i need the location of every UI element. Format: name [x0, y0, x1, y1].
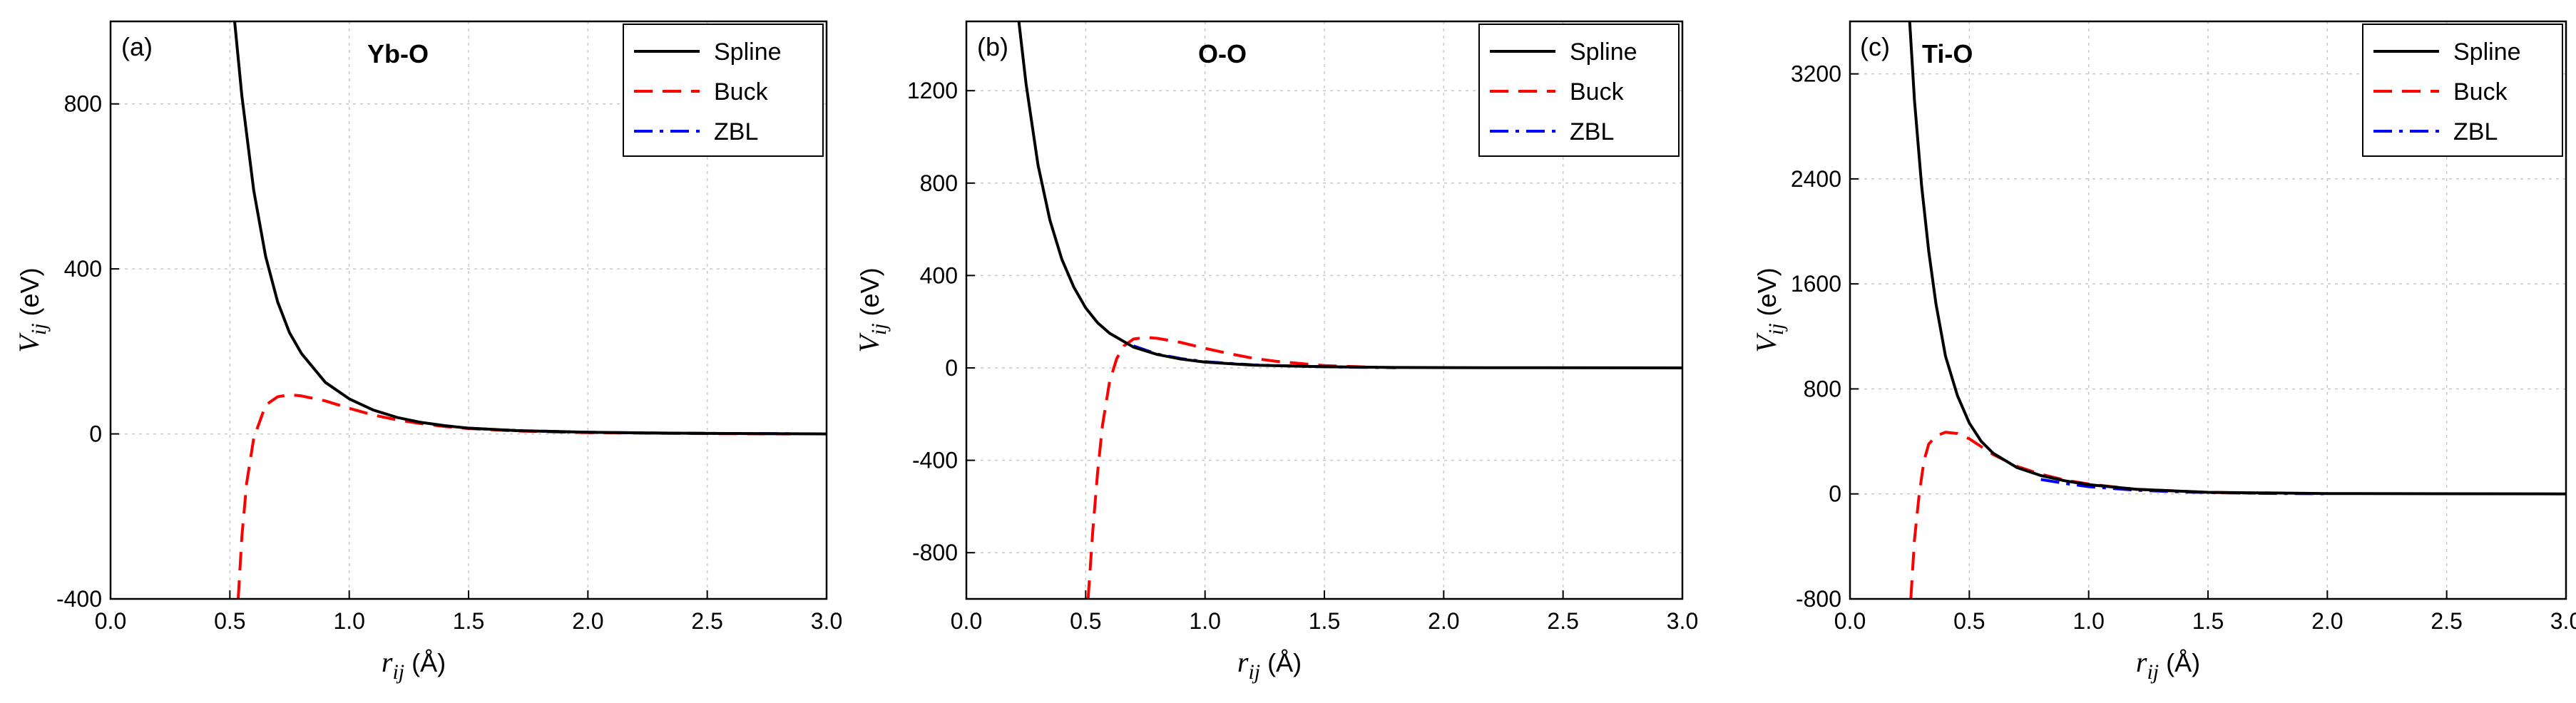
y-axis-label-sub: ij [27, 323, 51, 335]
x-axis-label-unit: (Å) [404, 648, 446, 677]
x-tick-label: 0.5 [1070, 608, 1101, 634]
panel-title: Yb-O [367, 39, 429, 68]
x-axis-label-sub: ij [2147, 660, 2159, 684]
x-tick-label: 1.5 [1309, 608, 1340, 634]
x-axis-label-sub: ij [392, 660, 404, 684]
x-tick-label: 0.5 [214, 608, 245, 634]
x-axis-label-unit: (Å) [2159, 648, 2200, 677]
series-line-buck [1086, 336, 1372, 599]
x-tick-label: 3.0 [1667, 608, 1698, 634]
y-tick-label: -400 [912, 448, 958, 473]
y-tick-label: 0 [89, 421, 102, 447]
y-axis-label-sub: ij [867, 323, 891, 335]
legend-label-spline: Spline [1570, 39, 1637, 66]
series-line-buck [1909, 431, 2256, 599]
y-axis-label: Vij (eV) [1750, 267, 1788, 352]
x-tick-label: 0.0 [95, 608, 126, 634]
x-tick-label: 2.0 [2311, 608, 2343, 634]
y-tick-label: 800 [920, 170, 958, 196]
legend-label-zbl: ZBL [2453, 118, 2498, 145]
y-axis-label-unit: (eV) [1752, 267, 1782, 323]
legend-label-buck: Buck [714, 78, 769, 106]
y-tick-label: 800 [1804, 376, 1841, 401]
chart-panel-c: 0.0 0.5 1.0 1.5 2.0 2.5 3.0 -800 0 800 1600 2400 320… [1750, 20, 2576, 684]
panel-letter: (c) [1860, 32, 1890, 61]
chart-panel-b: 0.0 0.5 1.0 1.5 2.0 2.5 3.0 -800 -400 0 400 800 1200… [853, 20, 1698, 684]
y-tick-label: 400 [920, 262, 958, 288]
y-axis-label-main: V [13, 332, 45, 353]
x-tick-label: 0.0 [951, 608, 982, 634]
x-tick-label: 2.5 [2431, 608, 2462, 634]
y-tick-label: 0 [945, 355, 958, 381]
chart-panel-a: 0.0 0.5 1.0 1.5 2.0 2.5 3.0 -400 0 400 800 (a) Yb-… [13, 20, 842, 684]
x-tick-label: 2.0 [1428, 608, 1459, 634]
y-axis-label-main: V [853, 332, 885, 353]
x-axis-label: rij (Å) [382, 646, 446, 684]
x-tick-label: 1.0 [1189, 608, 1220, 634]
y-tick-label: 400 [64, 256, 102, 282]
panel-letter: (a) [121, 32, 153, 61]
y-tick-label: 800 [64, 91, 102, 117]
y-tick-label: -400 [56, 586, 102, 612]
panel-letter: (b) [977, 32, 1008, 61]
y-axis-label-unit: (eV) [15, 267, 44, 323]
x-axis-label-main: r [1237, 646, 1249, 678]
x-tick-label: 0.0 [1834, 608, 1866, 634]
y-axis-label-unit: (eV) [855, 267, 884, 323]
x-tick-label: 0.5 [1953, 608, 1985, 634]
y-tick-label: -800 [1796, 586, 1841, 612]
legend-label-buck: Buck [1570, 78, 1625, 106]
x-axis-label-unit: (Å) [1260, 648, 1302, 677]
x-tick-label: 1.0 [2072, 608, 2104, 634]
y-tick-label: -800 [912, 540, 958, 565]
x-axis-label-main: r [2136, 646, 2147, 678]
legend-label-zbl: ZBL [1570, 118, 1614, 145]
panel-title: Ti-O [1922, 39, 1973, 68]
legend: Spline Buck ZBL [2362, 24, 2563, 157]
y-axis-label: Vij (eV) [13, 267, 51, 352]
y-tick-label: 1200 [907, 78, 958, 103]
y-tick-label: 2400 [1791, 166, 1841, 192]
x-axis-label: rij (Å) [1237, 646, 1302, 684]
series-line-spline [233, 21, 827, 436]
legend-label-zbl: ZBL [714, 118, 758, 145]
x-tick-label: 2.0 [572, 608, 603, 634]
series-line-buck [237, 393, 791, 599]
x-axis-label-sub: ij [1248, 660, 1260, 684]
x-tick-label: 3.0 [811, 608, 842, 634]
x-axis-label: rij (Å) [2136, 646, 2200, 684]
y-tick-label: 3200 [1791, 61, 1841, 87]
x-tick-label: 2.5 [1547, 608, 1578, 634]
y-tick-label: 0 [1829, 481, 1841, 507]
x-tick-label: 3.0 [2550, 608, 2576, 634]
panel-title: O-O [1198, 39, 1247, 68]
x-tick-label: 1.5 [453, 608, 484, 634]
x-tick-label: 1.5 [2192, 608, 2224, 634]
y-tick-label: 1600 [1791, 271, 1841, 297]
series-line-spline [1908, 21, 2566, 496]
y-axis-label-sub: ij [1764, 323, 1788, 335]
y-axis-label-main: V [1750, 332, 1782, 353]
legend: Spline Buck ZBL [1478, 24, 1680, 157]
legend-label-spline: Spline [2453, 39, 2521, 66]
legend-label-buck: Buck [2453, 78, 2508, 106]
x-axis-label-main: r [382, 646, 393, 678]
x-tick-label: 2.5 [691, 608, 722, 634]
legend-label-spline: Spline [714, 39, 782, 66]
legend: Spline Buck ZBL [623, 24, 824, 157]
x-tick-label: 1.0 [333, 608, 364, 634]
series-line-spline [1017, 21, 1682, 369]
y-axis-label: Vij (eV) [853, 267, 891, 352]
